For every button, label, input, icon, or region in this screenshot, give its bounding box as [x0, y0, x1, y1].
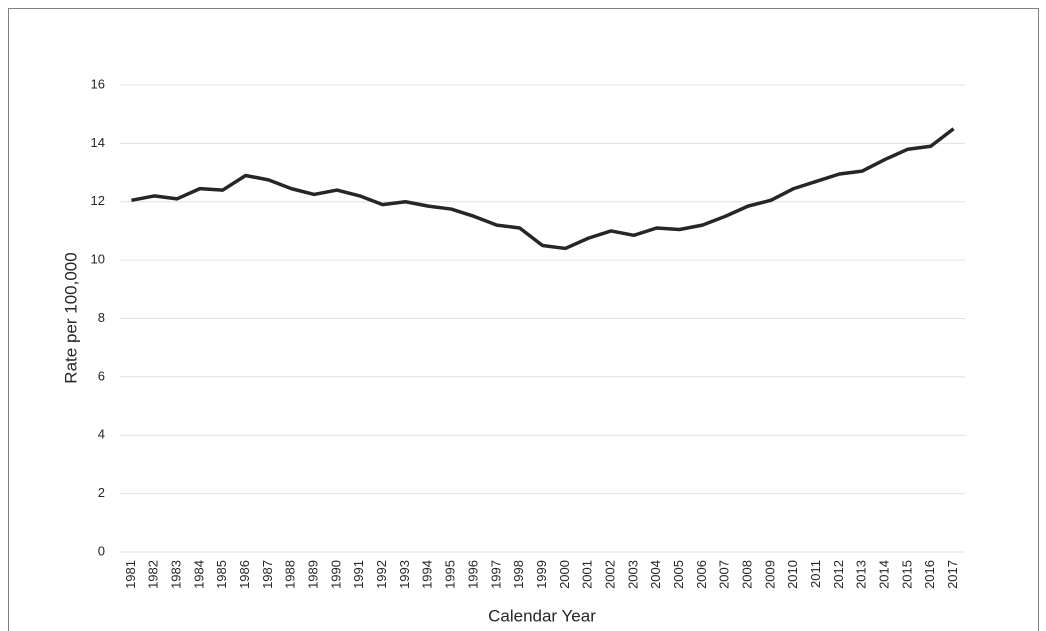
- y-tick-label: 4: [98, 427, 105, 442]
- data-line: [131, 127, 955, 251]
- x-tick-label: 1987: [260, 560, 275, 589]
- x-tick-label: 1985: [214, 560, 229, 589]
- x-tick-label: 2007: [717, 560, 732, 589]
- x-tick-label: 2016: [922, 560, 937, 589]
- y-tick-label: 12: [91, 193, 105, 208]
- x-tick-label: 2015: [899, 560, 914, 589]
- y-tick-label: 10: [91, 252, 105, 267]
- x-tick-label: 1992: [374, 560, 389, 589]
- x-tick-label: 1983: [169, 560, 184, 589]
- y-tick-label: 8: [98, 310, 105, 325]
- x-tick-label: 2000: [557, 560, 572, 589]
- x-tick-label: 1981: [123, 560, 138, 589]
- x-tick-label: 2009: [762, 560, 777, 589]
- y-tick-label: 6: [98, 368, 105, 383]
- x-tick-label: 2006: [694, 560, 709, 589]
- x-tick-label: 1986: [237, 560, 252, 589]
- x-tick-label: 1996: [465, 560, 480, 589]
- y-tick-label: 2: [98, 485, 105, 500]
- x-tick-label: 2002: [602, 560, 617, 589]
- x-tick-label: 2014: [877, 560, 892, 589]
- x-axis-title: Calendar Year: [488, 606, 596, 625]
- x-tick-label: 1994: [420, 560, 435, 589]
- x-tick-label: 2011: [808, 560, 823, 588]
- x-tick-label: 1993: [397, 560, 412, 589]
- x-tick-label: 2010: [785, 560, 800, 589]
- y-tick-label: 0: [98, 543, 105, 558]
- x-tick-label: 2004: [648, 560, 663, 589]
- x-tick-label: 1988: [283, 560, 298, 589]
- x-tick-label: 1991: [351, 560, 366, 589]
- x-tick-label: 1984: [191, 560, 206, 589]
- x-tick-label: 1989: [306, 560, 321, 589]
- y-tick-label: 14: [91, 135, 105, 150]
- x-tick-label: 2003: [625, 560, 640, 589]
- x-tick-label: 2012: [831, 560, 846, 589]
- x-tick-label: 2013: [854, 560, 869, 589]
- y-axis-title: Rate per 100,000: [61, 252, 80, 383]
- x-tick-label: 2005: [671, 560, 686, 589]
- y-tick-label: 16: [91, 76, 105, 91]
- x-tick-label: 1982: [146, 560, 161, 589]
- x-tick-label: 1995: [443, 560, 458, 589]
- chart-frame: [8, 8, 1039, 631]
- x-tick-label: 1990: [328, 560, 343, 589]
- x-tick-label: 1999: [534, 560, 549, 589]
- x-tick-label: 1998: [511, 560, 526, 589]
- x-tick-label: 2008: [739, 560, 754, 589]
- x-tick-label: 2001: [580, 560, 595, 589]
- x-tick-label: 2017: [945, 560, 960, 589]
- x-tick-label: 1997: [488, 560, 503, 589]
